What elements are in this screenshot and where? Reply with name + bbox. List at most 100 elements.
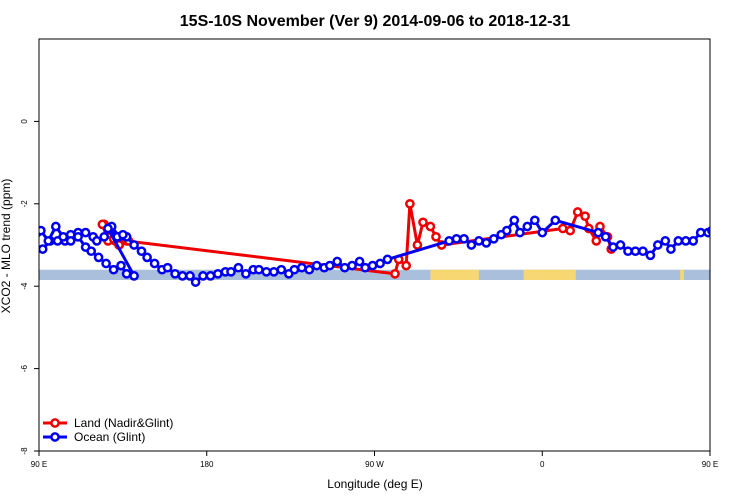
data-point <box>425 221 436 232</box>
data-point <box>390 268 400 279</box>
legend-label: Ocean (Glint) <box>74 430 145 444</box>
data-point <box>86 246 97 257</box>
data-point <box>58 231 69 242</box>
data-point <box>269 266 279 277</box>
data-point <box>190 277 201 287</box>
data-point <box>608 242 618 252</box>
data-point <box>630 246 641 257</box>
data-point <box>108 264 119 275</box>
data-point <box>591 236 602 246</box>
data-point <box>550 215 561 226</box>
data-point <box>638 246 648 257</box>
data-point <box>375 258 385 269</box>
data-point <box>354 256 365 267</box>
data-point <box>339 262 350 273</box>
data-point <box>716 237 723 244</box>
data-point <box>673 236 684 246</box>
series-ocean <box>26 215 723 287</box>
data-point <box>116 260 126 271</box>
data-point <box>580 211 590 222</box>
data-point <box>382 254 393 265</box>
y-tick-label: -2 <box>20 200 29 208</box>
data-point <box>39 225 46 236</box>
data-point <box>73 231 83 242</box>
legend-marker <box>50 432 60 442</box>
data-point <box>177 271 188 281</box>
data-point <box>65 236 76 246</box>
data-point <box>93 252 104 263</box>
data-point <box>43 236 54 246</box>
data-point <box>304 264 315 275</box>
data-point <box>261 266 272 277</box>
legend-marker <box>50 418 60 428</box>
data-point <box>615 240 626 250</box>
data-point <box>488 233 499 244</box>
data-point <box>481 238 492 248</box>
data-point <box>226 266 236 277</box>
x-axis: 90 E 180 90 W 0 90 E <box>31 451 718 469</box>
y-tick-label: -8 <box>20 447 29 455</box>
y-axis-label: XCO2 - MLO trend (ppm) <box>0 179 13 314</box>
data-point <box>101 258 111 269</box>
data-point <box>680 236 691 246</box>
land-segment <box>430 269 479 281</box>
data-point <box>170 268 180 279</box>
x-tick-label: 0 <box>540 460 545 469</box>
data-point <box>645 250 656 261</box>
data-point <box>360 262 371 273</box>
data-point <box>332 256 343 267</box>
data-point <box>688 236 699 246</box>
data-point <box>80 227 91 238</box>
x-axis-label: Longitude (deg E) <box>327 477 422 491</box>
land-ocean-mask <box>39 269 710 281</box>
data-point <box>347 260 357 271</box>
ocean-band <box>39 269 710 281</box>
data-point <box>26 229 33 236</box>
data-point <box>39 244 48 254</box>
data-point <box>324 260 335 271</box>
legend-label: Land (Nadir&Glint) <box>74 416 173 430</box>
data-point <box>557 223 568 234</box>
y-axis: 0 -2 -4 -6 -8 <box>20 119 39 455</box>
data-point <box>50 221 61 232</box>
data-point <box>296 262 307 273</box>
data-point <box>136 246 147 257</box>
data-point <box>444 236 454 246</box>
data-point <box>451 233 462 244</box>
data-point <box>707 226 710 236</box>
data-point <box>501 225 512 236</box>
y-tick-label: -6 <box>20 364 29 372</box>
data-point <box>537 227 548 238</box>
data-point <box>198 271 208 281</box>
data-point <box>213 268 223 279</box>
land-segment <box>680 269 684 281</box>
y-tick-label: 0 <box>20 119 29 124</box>
legend: Land (Nadir&Glint)Ocean (Glint) <box>43 416 173 444</box>
series-layer <box>26 198 723 287</box>
data-point <box>254 264 264 275</box>
x-tick-label: 180 <box>200 460 214 469</box>
data-point <box>572 207 583 217</box>
data-point <box>565 225 576 236</box>
data-point <box>233 262 244 273</box>
y-tick-label: -4 <box>20 282 29 290</box>
data-point <box>412 240 423 250</box>
data-point <box>276 264 287 275</box>
data-point <box>103 223 113 234</box>
data-point <box>162 262 173 273</box>
data-point <box>311 260 322 271</box>
data-point <box>129 271 139 281</box>
data-point <box>515 227 525 238</box>
data-point <box>142 252 152 263</box>
data-point <box>652 240 663 250</box>
data-point <box>241 268 251 279</box>
data-point <box>289 264 300 275</box>
data-point <box>418 217 428 228</box>
data-point <box>623 246 633 257</box>
data-point <box>129 240 139 250</box>
data-point <box>149 258 160 269</box>
data-point <box>522 221 533 232</box>
data-point <box>695 227 706 238</box>
x-tick-label: 90 W <box>365 460 384 469</box>
